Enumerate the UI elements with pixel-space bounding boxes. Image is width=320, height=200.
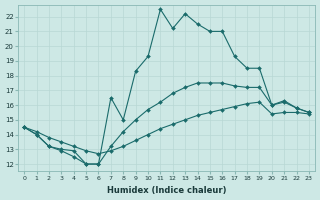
X-axis label: Humidex (Indice chaleur): Humidex (Indice chaleur) [107,186,226,195]
